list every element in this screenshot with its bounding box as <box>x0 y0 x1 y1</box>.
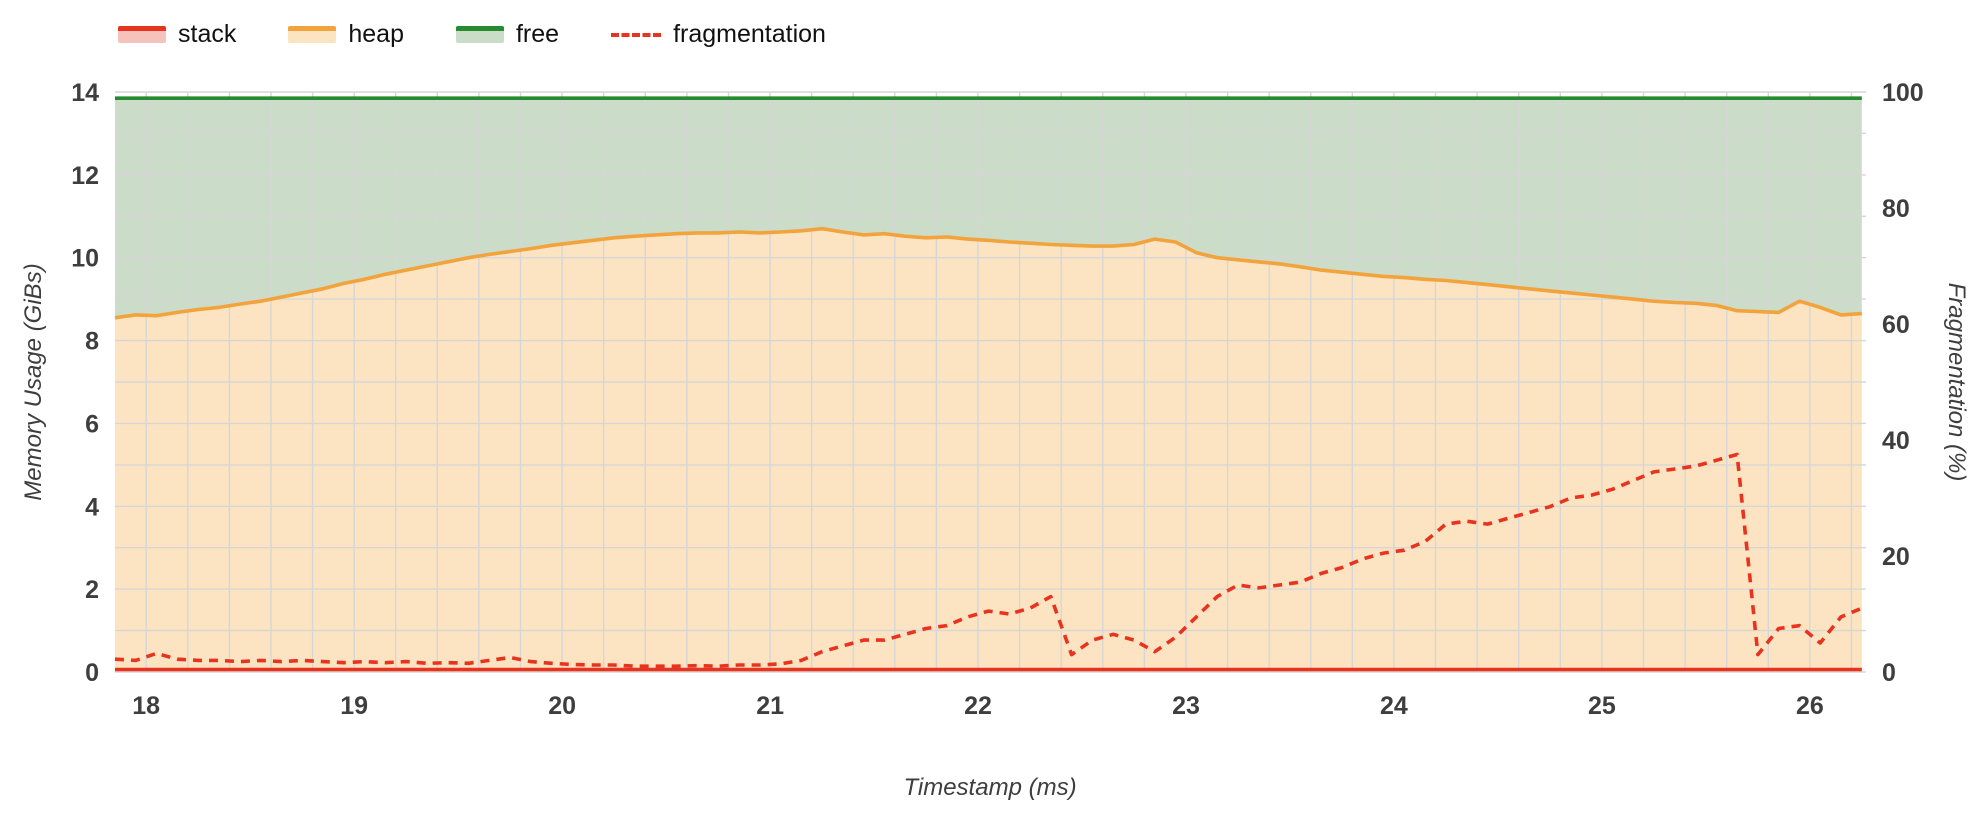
x-tick-label: 23 <box>1172 692 1200 720</box>
area-free <box>115 98 1862 318</box>
legend-item-fragmentation[interactable]: fragmentation <box>611 20 826 49</box>
y-axis-title-left: Memory Usage (GiBs) <box>20 263 47 501</box>
legend-label-free: free <box>515 20 560 48</box>
y-left-tick-label: 12 <box>71 162 99 190</box>
free-swatch-icon <box>455 26 504 43</box>
legend-item-free[interactable]: free <box>455 20 560 49</box>
y-left-tick-label: 4 <box>85 493 99 521</box>
y-right-tick-label: 20 <box>1882 543 1910 571</box>
y-axis-title-right: Fragmentation (%) <box>1943 282 1970 482</box>
y-right-tick-label: 100 <box>1882 79 1924 107</box>
y-left-tick-label: 10 <box>71 245 99 273</box>
line-fragmentation <box>114 452 1863 668</box>
x-tick-label: 21 <box>756 692 784 720</box>
stack-swatch-icon <box>118 26 166 43</box>
y-left-tick-label: 2 <box>85 576 99 604</box>
legend-item-stack[interactable]: stack <box>118 20 236 49</box>
x-tick-label: 25 <box>1588 692 1616 720</box>
x-tick-label: 19 <box>340 692 368 720</box>
legend-label-heap: heap <box>348 20 404 48</box>
y-left-tick-label: 8 <box>85 328 99 356</box>
y-right-tick-label: 40 <box>1882 427 1910 455</box>
y-left-tick-label: 0 <box>85 659 99 687</box>
x-tick-label: 24 <box>1380 692 1408 720</box>
legend-item-heap[interactable]: heap <box>288 20 404 49</box>
fragmentation-swatch-icon <box>611 32 662 37</box>
y-right-tick-label: 0 <box>1882 659 1896 687</box>
line-heap <box>114 226 1862 320</box>
y-right-tick-label: 60 <box>1882 311 1910 339</box>
y-left-tick-label: 14 <box>71 79 99 107</box>
legend-label-fragmentation: fragmentation <box>673 20 826 48</box>
x-tick-label: 18 <box>132 692 160 720</box>
y-right-tick-label: 80 <box>1882 195 1910 223</box>
y-left-tick-label: 6 <box>85 410 99 438</box>
x-axis-title: Timestamp (ms) <box>903 774 1077 801</box>
x-tick-label: 22 <box>964 692 992 720</box>
legend-label-stack: stack <box>178 20 237 48</box>
heap-swatch-icon <box>288 26 337 43</box>
area-heap <box>115 228 1862 672</box>
x-tick-label: 20 <box>548 692 576 720</box>
legend: stack heap free fragmentation <box>118 20 826 49</box>
x-tick-label: 26 <box>1796 692 1824 720</box>
